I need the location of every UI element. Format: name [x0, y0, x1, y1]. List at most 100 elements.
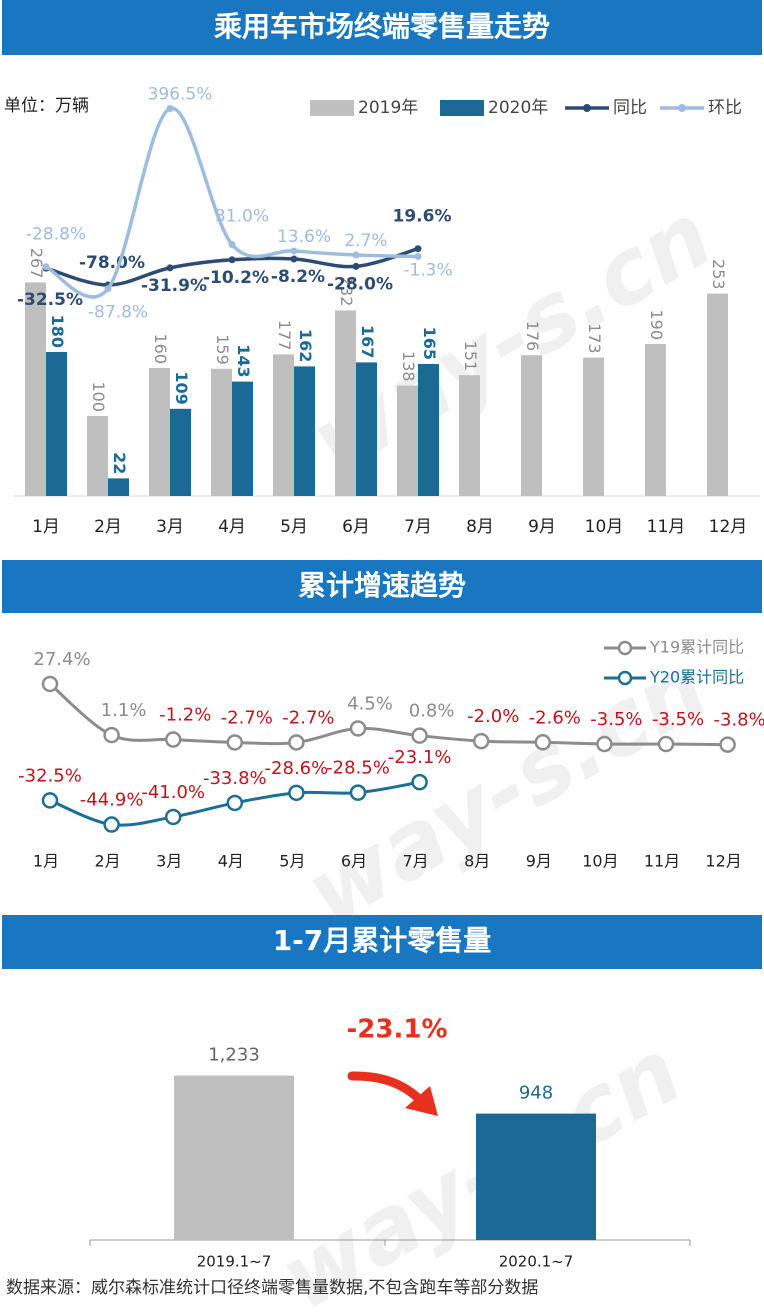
x-tick-label: 6月 — [342, 517, 370, 537]
line-value-label: -3.5% — [590, 709, 642, 730]
bar — [87, 416, 108, 496]
legend-label: 2019年 — [358, 98, 418, 118]
x-tick-label: 12月 — [709, 517, 748, 537]
line-point — [352, 251, 360, 259]
bar-value-label: 100 — [89, 381, 108, 412]
legend-label: Y19累计同比 — [649, 638, 744, 657]
x-tick-label: 1月 — [32, 517, 60, 537]
bar-value-label: 948 — [519, 1083, 553, 1104]
line-value-label: -78.0% — [79, 253, 145, 273]
bar-value-label: 190 — [647, 309, 666, 340]
line-value-label: 4.5% — [347, 693, 393, 714]
legend-label: 2020年 — [488, 98, 548, 118]
bar-value-label: 22 — [110, 452, 129, 474]
legend-label: 同比 — [613, 98, 647, 118]
bar-value-label: 180 — [48, 315, 67, 348]
x-tick-label: 9月 — [528, 517, 556, 537]
line-value-label: -32.5% — [18, 765, 82, 786]
x-tick-label: 3月 — [156, 852, 182, 871]
bar-value-label: 167 — [358, 325, 377, 358]
legend-swatch — [617, 640, 633, 656]
line-value-label: -2.0% — [467, 706, 519, 727]
line-value-label: 2.7% — [344, 231, 387, 251]
legend-swatch — [583, 104, 591, 112]
x-tick-label: 11月 — [644, 852, 680, 871]
line-value-label: -28.6% — [265, 758, 329, 779]
line-value-label: -23.1% — [388, 747, 452, 768]
line-point — [472, 732, 490, 750]
bar-value-label: 159 — [213, 334, 232, 365]
legend-swatch — [440, 100, 484, 116]
line-value-label: -8.2% — [271, 267, 325, 287]
bar — [211, 368, 232, 496]
x-tick-label: 12月 — [705, 852, 741, 871]
bar — [707, 293, 728, 496]
line-point — [288, 784, 305, 802]
x-tick-label: 8月 — [466, 517, 494, 537]
legend-swatch — [310, 100, 354, 116]
line-point — [414, 252, 422, 260]
bar — [25, 282, 46, 496]
bar-value-label: 173 — [585, 323, 604, 354]
legend-label: Y20累计同比 — [649, 668, 744, 687]
x-tick-label: 2019.1~7 — [197, 1253, 272, 1271]
bar-value-label: 253 — [709, 259, 728, 290]
legend-label: 环比 — [708, 98, 742, 118]
x-tick-label: 2020.1~7 — [499, 1253, 574, 1271]
bar-value-label: 267 — [27, 248, 46, 279]
banner — [2, 0, 762, 55]
line-point — [414, 245, 422, 253]
line-point — [226, 734, 244, 751]
line-value-label: 31.0% — [215, 206, 269, 226]
x-tick-label: 5月 — [279, 852, 305, 871]
bar — [108, 478, 129, 496]
bar — [174, 1075, 294, 1240]
bar-value-label: 165 — [420, 327, 439, 360]
line-point — [411, 773, 428, 791]
arrow — [347, 1071, 438, 1116]
bar — [583, 357, 604, 496]
bar-value-label: 232 — [337, 276, 356, 307]
bar-value-label: 160 — [151, 333, 170, 364]
line-point — [349, 720, 367, 737]
x-tick-label: 6月 — [341, 852, 367, 871]
bar-value-label: 162 — [296, 329, 315, 362]
x-tick-label: 9月 — [526, 852, 552, 871]
annotation: -23.1% — [347, 1015, 448, 1045]
line-value-label: -2.7% — [282, 707, 334, 728]
bar-value-label: 109 — [172, 371, 191, 404]
line-value-label: -32.5% — [17, 290, 83, 310]
line-value-label: 27.4% — [33, 649, 90, 670]
line-value-label: -1.3% — [403, 260, 452, 280]
bar — [521, 355, 542, 496]
bar — [397, 385, 418, 496]
line-point — [228, 256, 236, 264]
line-point — [719, 736, 736, 753]
bar — [335, 310, 356, 496]
line-value-label: -2.7% — [221, 707, 273, 728]
line-value-label: -28.8% — [26, 225, 86, 245]
legend-swatch — [617, 670, 633, 686]
bar-value-label: 151 — [461, 341, 480, 372]
line-point — [41, 675, 59, 693]
x-tick-label: 5月 — [280, 517, 308, 537]
line-point — [228, 240, 236, 248]
bar — [46, 352, 67, 496]
bar — [294, 366, 315, 496]
x-tick-label: 10月 — [585, 517, 624, 537]
bar-value-label: 143 — [234, 344, 253, 377]
legend-swatch — [678, 104, 686, 112]
x-tick-label: 8月 — [464, 852, 490, 871]
banner — [2, 560, 762, 613]
x-tick-label: 10月 — [582, 852, 618, 871]
x-tick-label: 2月 — [95, 852, 121, 871]
banner — [2, 915, 762, 969]
bar — [645, 344, 666, 496]
line-point — [290, 247, 298, 255]
line-value-label: -28.5% — [326, 758, 390, 779]
bar-value-label: 176 — [523, 321, 542, 352]
bar-value-label: 138 — [399, 351, 418, 382]
line-value-label: -1.2% — [159, 705, 211, 726]
line-value-label: 0.8% — [409, 701, 455, 722]
